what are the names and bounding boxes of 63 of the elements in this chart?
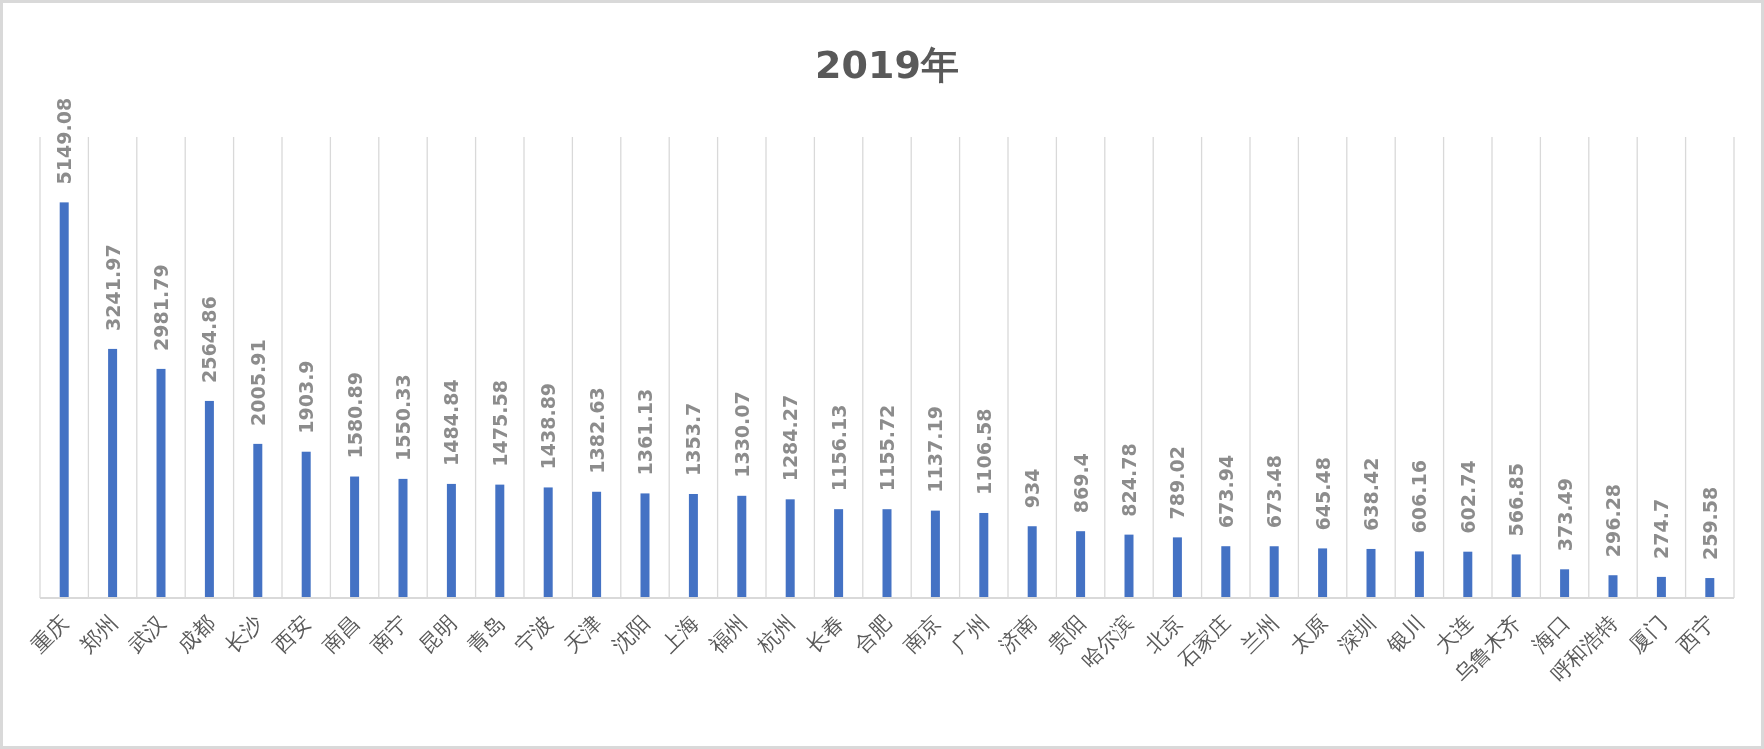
- x-tick-label: 南京: [898, 610, 945, 658]
- x-tick-label: 长春: [801, 610, 849, 658]
- x-tick-label: 昆明: [414, 610, 461, 658]
- x-tick-label: 深圳: [1333, 610, 1381, 658]
- data-label: 1155.72: [876, 404, 898, 492]
- x-tick-label: 沈阳: [607, 610, 655, 658]
- x-tick-label: 长沙: [220, 610, 268, 658]
- data-label: 1106.58: [972, 408, 995, 495]
- data-label: 789.02: [1166, 446, 1189, 520]
- x-tick-label: 青岛: [462, 610, 510, 658]
- data-label: 566.85: [1505, 463, 1528, 537]
- data-label: 869.4: [1069, 453, 1092, 514]
- data-label: 1353.7: [682, 402, 705, 476]
- data-label: 824.78: [1118, 443, 1140, 517]
- data-label: 673.94: [1214, 454, 1237, 529]
- data-label: 2564.86: [198, 296, 221, 383]
- x-tick-label: 西安: [269, 610, 316, 658]
- data-label: 1156.13: [827, 404, 850, 492]
- data-label: 1361.13: [634, 388, 656, 476]
- x-tick-label: 武汉: [123, 610, 171, 658]
- data-label: 259.58: [1698, 486, 1721, 561]
- x-tick-label: 兰州: [1237, 610, 1284, 658]
- data-label: 1484.84: [440, 379, 463, 466]
- data-label: 602.74: [1456, 460, 1479, 534]
- data-label: 1330.07: [730, 391, 753, 478]
- x-tick-label: 杭州: [752, 610, 800, 658]
- data-label: 1382.63: [585, 387, 608, 474]
- x-tick-label: 合肥: [849, 610, 897, 658]
- x-tick-label: 重庆: [27, 610, 74, 658]
- title: 2019年: [815, 43, 959, 87]
- x-tick-label: 银川: [1381, 610, 1429, 658]
- data-label: 1284.27: [779, 394, 802, 482]
- data-label: 5149.08: [53, 97, 76, 185]
- data-label: 373.49: [1553, 477, 1576, 552]
- data-label: 274.7: [1650, 498, 1673, 559]
- data-label: 2005.91: [246, 339, 269, 426]
- x-tick-label: 福州: [704, 610, 752, 658]
- data-label: 3241.97: [101, 244, 124, 331]
- data-label: 1550.33: [392, 374, 414, 461]
- x-tick-label: 郑州: [75, 610, 123, 658]
- data-label: 296.28: [1602, 483, 1624, 558]
- x-tick-label: 广州: [946, 610, 994, 658]
- x-tick-label: 西宁: [1672, 610, 1720, 658]
- data-label: 934: [1021, 468, 1044, 509]
- x-tick-label: 厦门: [1624, 610, 1671, 658]
- data-label: 1903.9: [295, 360, 318, 434]
- x-tick-label: 太原: [1285, 610, 1333, 658]
- data-label: 1580.89: [343, 371, 366, 459]
- data-label: 645.48: [1311, 457, 1334, 531]
- x-tick-label: 宁波: [511, 610, 558, 658]
- x-tick-label: 南昌: [317, 610, 365, 658]
- data-label: 638.42: [1360, 457, 1382, 531]
- data-label: 2981.79: [150, 264, 172, 351]
- data-label: 1475.58: [488, 380, 511, 467]
- x-tick-label: 济南: [995, 610, 1042, 658]
- x-tick-label: 南宁: [365, 610, 413, 658]
- x-tick-label: 天津: [559, 610, 607, 658]
- data-label: 673.48: [1263, 454, 1286, 529]
- x-tick-label: 成都: [172, 610, 219, 658]
- data-label: 1137.19: [924, 406, 947, 493]
- data-label: 606.16: [1408, 460, 1431, 534]
- x-tick-label: 上海: [656, 610, 703, 658]
- data-label: 1438.89: [537, 382, 560, 470]
